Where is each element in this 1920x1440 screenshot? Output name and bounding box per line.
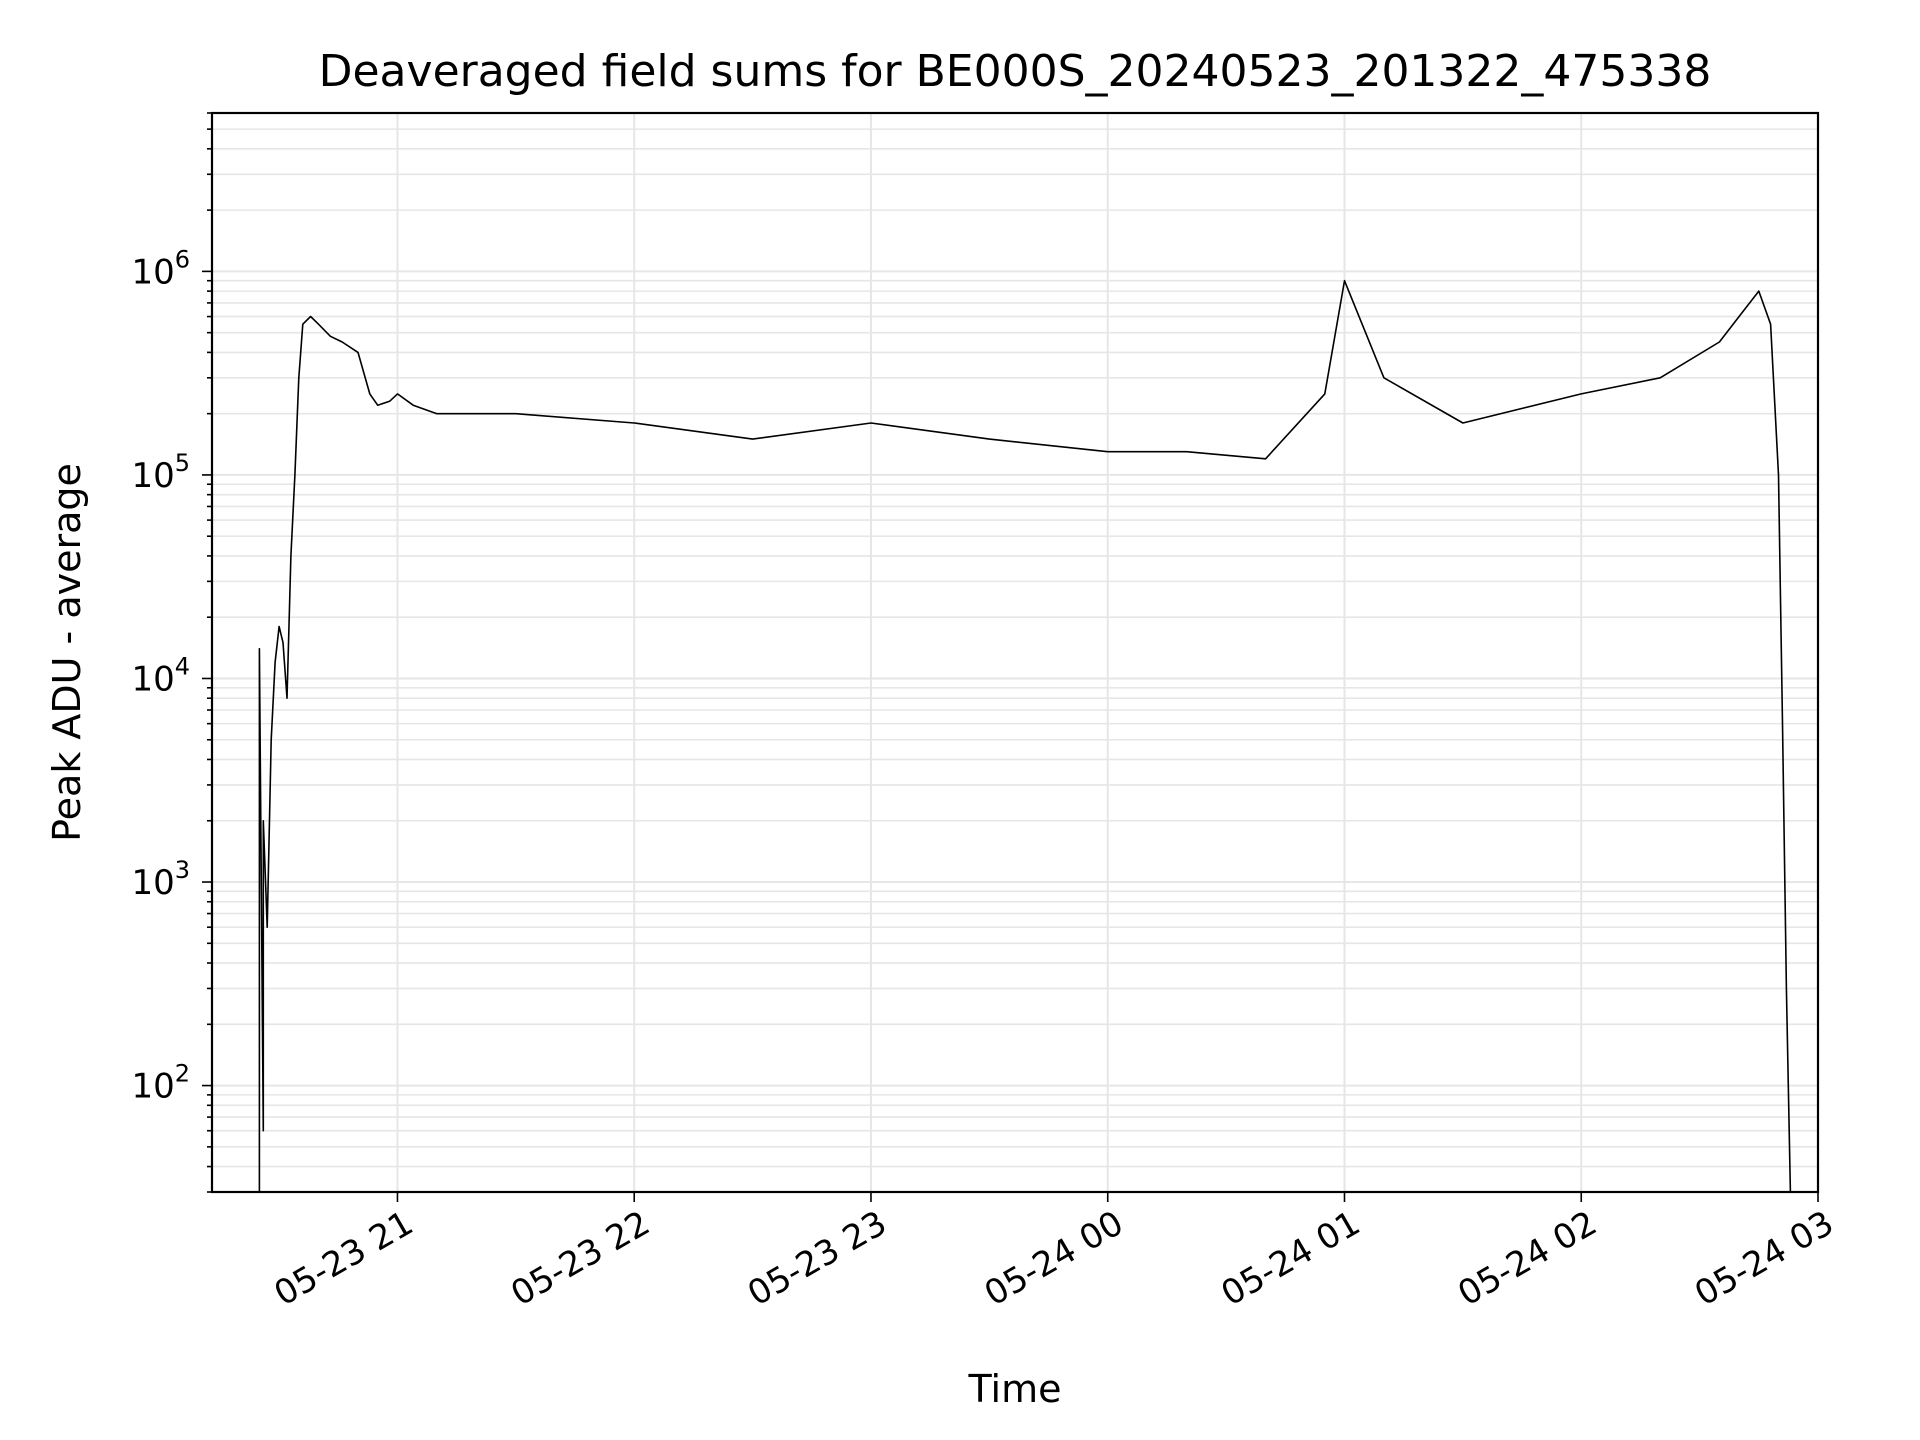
grid	[212, 112, 1819, 1193]
series-layer	[258, 279, 1792, 1193]
x-axis-label: Time	[968, 1367, 1062, 1411]
series-line	[258, 279, 1792, 1193]
y-tick-label: 103	[131, 856, 190, 903]
chart-title: Deaveraged field sums for BE000S_2024052…	[319, 46, 1712, 97]
y-tick-label: 102	[131, 1060, 190, 1107]
y-tick-label: 105	[131, 449, 190, 496]
y-tick-label: 106	[131, 245, 190, 292]
y-tick-label: 104	[131, 652, 190, 699]
y-axis-label: Peak ADU - average	[45, 463, 89, 842]
plot-frame	[210, 111, 1820, 1194]
